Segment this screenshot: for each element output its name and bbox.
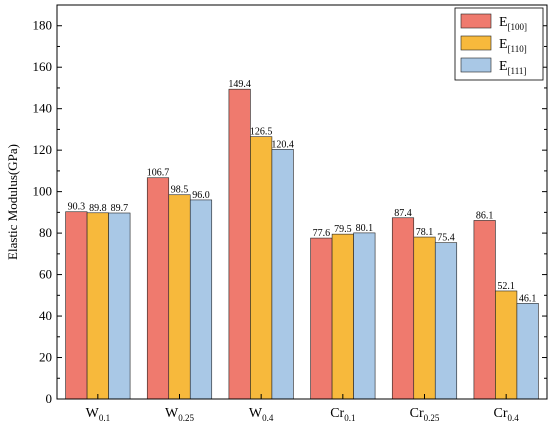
x-tick-label-sub: 0.4 [508, 413, 520, 423]
legend-label-sub: [110] [508, 44, 527, 54]
x-tick-label: Cr0.25 [410, 406, 440, 423]
bar [271, 149, 294, 400]
bar [434, 242, 458, 400]
x-tick-label-base: Cr [494, 406, 508, 421]
value-label: 87.4 [394, 208, 412, 219]
legend-label-base: E [499, 59, 508, 74]
x-tick-label-sub: 0.4 [262, 413, 274, 423]
legend-label-base: E [499, 37, 508, 52]
bar [413, 236, 436, 400]
bar [86, 212, 109, 400]
value-label: 96.0 [192, 190, 210, 201]
bar [146, 177, 170, 400]
x-tick-label-sub: 0.25 [424, 413, 440, 423]
x-tick-label: W0.4 [249, 406, 274, 423]
value-labels-layer: 90.3 89.8 89.7 106.798.5 96.0 149.4 126.5120.4… [68, 79, 537, 304]
value-label: 90.3 [68, 202, 86, 213]
value-label: 86.1 [476, 210, 494, 221]
y-tick-label: 60 [39, 267, 52, 282]
y-tick-label: 140 [33, 101, 53, 116]
bar [353, 232, 376, 400]
x-tick-label-base: W [165, 406, 179, 421]
value-label: 98.5 [171, 185, 189, 196]
value-label: 75.4 [437, 233, 455, 244]
x-tick-label-sub: 0.1 [344, 413, 355, 423]
value-label: 106.7 [147, 168, 170, 179]
bar [391, 217, 415, 400]
x-tick-label-base: W [249, 406, 263, 421]
plot-frame [56, 4, 548, 400]
y-tick-label: 100 [33, 184, 53, 199]
y-tick-label: 160 [33, 59, 53, 74]
bar [228, 88, 251, 400]
value-label: 120.4 [271, 139, 294, 150]
bar [331, 233, 354, 400]
x-tick-label: W0.1 [86, 406, 110, 423]
x-tick-label: Cr0.4 [494, 406, 520, 423]
legend-swatch [460, 35, 492, 51]
legend-label-base: E [499, 15, 508, 30]
bar [168, 194, 191, 400]
y-tick-label: 20 [39, 350, 52, 365]
x-tick-label-base: Cr [330, 406, 344, 421]
y-axis-title: Elastic Modulus(GPa) [5, 144, 20, 260]
x-tick-label-base: W [86, 406, 100, 421]
legend: E[100]E[110]E[111] [454, 7, 544, 81]
value-label: 149.4 [228, 79, 251, 90]
bar [189, 199, 213, 400]
value-label: 77.6 [313, 228, 331, 239]
value-label: 126.5 [250, 127, 273, 138]
x-tick-label-sub: 0.1 [99, 413, 110, 423]
value-label: 89.7 [111, 203, 129, 214]
y-tick-label: 0 [46, 391, 53, 406]
legend-label: E[100] [499, 15, 527, 32]
legend-label-sub: [100] [508, 22, 528, 32]
value-label: 78.1 [416, 227, 434, 238]
legend-swatch [460, 57, 492, 73]
y-tick-label: 180 [33, 18, 53, 33]
bar [310, 237, 333, 400]
x-tick-label: W0.25 [165, 406, 194, 423]
legend-label-sub: [111] [508, 66, 527, 76]
value-label: 89.8 [89, 203, 107, 214]
value-label: 46.1 [519, 293, 537, 304]
y-tick-label: 40 [39, 308, 52, 323]
bar [108, 212, 131, 400]
value-label: 80.1 [356, 223, 374, 234]
value-label: 52.1 [497, 281, 515, 292]
legend-swatch [460, 13, 492, 29]
y-tick-label: 80 [39, 225, 52, 240]
legend-label: E[110] [499, 37, 527, 54]
bar [473, 220, 496, 400]
bar [516, 303, 539, 400]
x-tick-label-sub: 0.25 [178, 413, 194, 423]
value-label: 79.5 [334, 224, 352, 235]
bar [65, 211, 88, 400]
bar [250, 136, 273, 400]
bars-layer [65, 88, 539, 400]
x-tick-label-base: Cr [410, 406, 424, 421]
y-tick-label: 120 [33, 142, 53, 157]
x-tick-label: Cr0.1 [330, 406, 355, 423]
bar [495, 290, 518, 400]
legend-label: E[111] [499, 59, 526, 76]
